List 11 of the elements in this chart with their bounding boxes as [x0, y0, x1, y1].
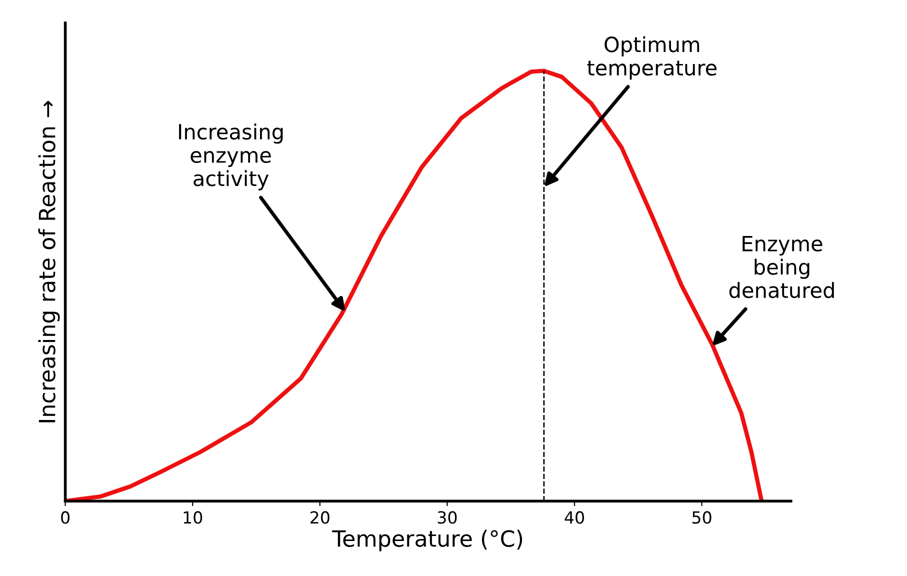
x-tick-label: 30: [438, 511, 457, 524]
x-tick-label: 40: [564, 511, 584, 524]
annotation: Optimum temperature: [587, 36, 717, 80]
x-tick-label: 50: [692, 511, 712, 524]
annotation: Increasing enzyme activity: [179, 123, 283, 190]
annotation: Enzyme being denatured: [729, 236, 834, 298]
x-axis-title: Temperature (°C): [332, 530, 522, 552]
x-tick-label: 0: [61, 511, 70, 524]
x-tick-label: 20: [310, 511, 330, 524]
x-tick-label: 10: [184, 511, 202, 524]
y-axis-title: Increasing rate of Reaction →: [38, 100, 60, 422]
